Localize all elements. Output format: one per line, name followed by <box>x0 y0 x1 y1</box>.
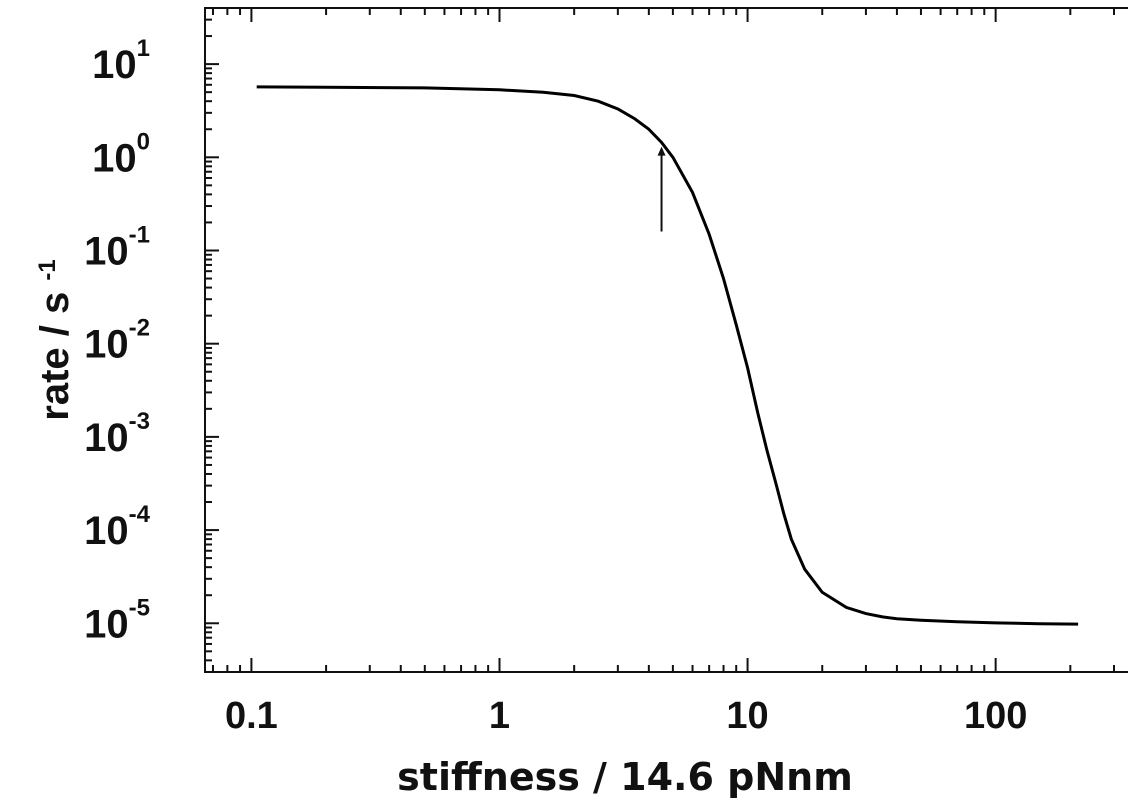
y-tick-label: 101 <box>92 35 150 87</box>
y-tick-exponent: 0 <box>137 128 150 155</box>
y-axis-title-text: rate / s <box>33 292 77 421</box>
y-tick-exponent: 1 <box>137 35 150 62</box>
x-axis-title: stiffness / 14.6 pNnm <box>397 755 853 799</box>
y-tick-label: 100 <box>92 128 150 180</box>
rate-curve <box>256 85 1079 626</box>
y-tick-exponent: -5 <box>129 594 150 621</box>
arrow-head <box>657 146 666 156</box>
y-tick-exponent: -3 <box>129 408 150 435</box>
y-tick-base: 10 <box>84 602 129 646</box>
x-tick-label: 0.1 <box>225 695 278 737</box>
y-axis-title-superscript: -1 <box>34 259 61 280</box>
x-tick-label: 10 <box>726 695 768 737</box>
annotations <box>657 146 666 232</box>
y-tick-exponent: -2 <box>129 315 150 342</box>
y-tick-base: 10 <box>84 229 129 273</box>
y-tick-exponent: -4 <box>129 501 151 528</box>
y-tick-base: 10 <box>84 323 129 367</box>
x-tick-labels: 0.1 1 10 100 <box>225 695 1027 737</box>
y-tick-base: 10 <box>84 509 129 553</box>
y-tick-exponent: -1 <box>129 221 150 248</box>
y-tick-label: 10-2 <box>84 315 150 367</box>
x-tick-label: 1 <box>489 695 510 737</box>
axis-ticks <box>205 7 1116 673</box>
y-tick-base: 10 <box>92 136 137 180</box>
y-tick-label: 10-1 <box>84 221 150 273</box>
y-tick-base: 10 <box>92 43 137 87</box>
plot-frame <box>204 7 1128 673</box>
y-tick-label: 10-5 <box>84 594 150 646</box>
y-tick-label: 10-3 <box>84 408 150 460</box>
y-axis-title: rate / s -1 <box>33 259 77 420</box>
y-tick-label: 10-4 <box>84 501 150 553</box>
x-tick-label: 100 <box>964 695 1027 737</box>
y-tick-base: 10 <box>84 416 129 460</box>
